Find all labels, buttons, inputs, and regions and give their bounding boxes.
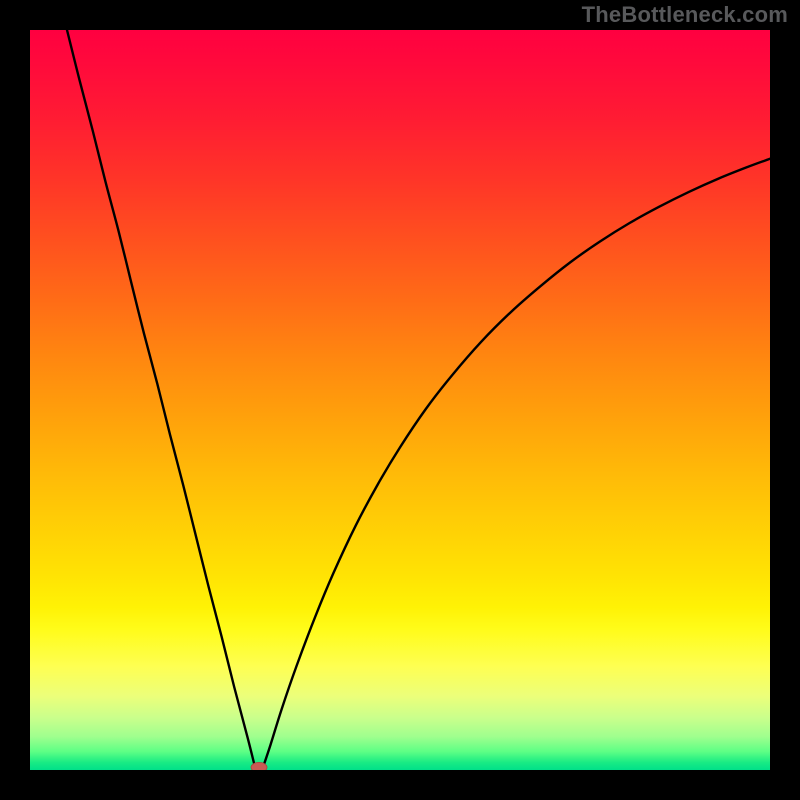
gradient-background [30, 30, 770, 770]
chart-container: TheBottleneck.com [0, 0, 800, 800]
plot-area [30, 30, 770, 770]
optimum-marker [251, 762, 267, 770]
plot-svg [30, 30, 770, 770]
watermark: TheBottleneck.com [582, 2, 788, 28]
